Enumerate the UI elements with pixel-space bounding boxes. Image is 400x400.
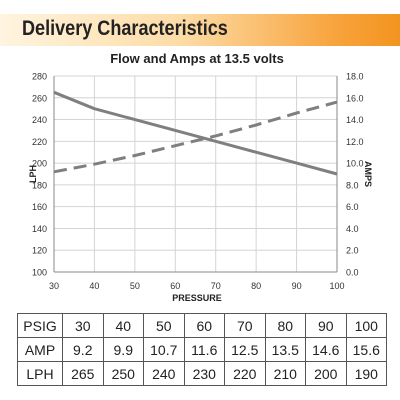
header-bar <box>0 14 400 46</box>
x-tick-label: 80 <box>251 281 261 291</box>
y2-tick-label: 16.0 <box>346 93 364 103</box>
table-cell: 250 <box>102 361 144 386</box>
y2-tick-label: 2.0 <box>346 246 359 256</box>
x-axis-label: PRESSURE <box>172 293 222 303</box>
y-tick-label: 220 <box>32 137 47 147</box>
table-cell: 210 <box>264 361 306 386</box>
page-title: Delivery Characteristics <box>22 17 228 40</box>
table-cell: 15.6 <box>345 337 387 362</box>
y2-tick-label: 12.0 <box>346 137 364 147</box>
data-table: PSIG 30 40 50 60 70 80 90 100 AMP 9.2 9.9 10.7 11.6 12… <box>17 313 387 386</box>
chart: 100 120 140 160 180 200 220 240 260 280 0.0 2.0 4.0 6… <box>28 51 373 303</box>
x-tick-label: 30 <box>49 281 59 291</box>
table-cell: 12.5 <box>224 337 266 362</box>
table-cell: 50 <box>143 313 185 338</box>
table-row: AMP 9.2 9.9 10.7 11.6 12.5 13.5 14.6 15.6 <box>17 337 387 362</box>
y-axis-label: LPH <box>28 165 38 183</box>
table-cell: 190 <box>345 361 387 386</box>
table-cell: 230 <box>183 361 225 386</box>
table-cell: 80 <box>264 313 306 338</box>
y-tick-label: 180 <box>32 180 47 190</box>
table-cell: 90 <box>305 313 347 338</box>
table-cell: 9.9 <box>102 337 144 362</box>
x-tick-label: 50 <box>130 281 140 291</box>
table-cell: 265 <box>62 361 104 386</box>
table-cell: 100 <box>345 313 387 338</box>
y2-tick-label: 10.0 <box>346 159 364 169</box>
y2-tick-label: 4.0 <box>346 224 359 234</box>
y2-tick-label: 8.0 <box>346 180 359 190</box>
x-tick-label: 70 <box>211 281 221 291</box>
table-cell: 11.6 <box>183 337 225 362</box>
x-tick-label: 100 <box>329 281 344 291</box>
x-tick-label: 90 <box>292 281 302 291</box>
table-cell: 14.6 <box>305 337 347 362</box>
y-tick-label: 200 <box>32 159 47 169</box>
y-tick-label: 160 <box>32 202 47 212</box>
table-cell: 9.2 <box>62 337 104 362</box>
x-tick-label: 60 <box>170 281 180 291</box>
row-header: LPH <box>17 361 63 386</box>
x-tick-label: 40 <box>89 281 99 291</box>
row-header: PSIG <box>17 313 63 338</box>
y2-axis-label: AMPS <box>363 161 373 187</box>
flow-series-line <box>53 90 338 176</box>
table-row: PSIG 30 40 50 60 70 80 90 100 <box>17 313 387 338</box>
table-cell: 200 <box>305 361 347 386</box>
y2-tick-label: 0.0 <box>346 268 359 278</box>
y-tick-label: 260 <box>32 93 47 103</box>
y-tick-label: 140 <box>32 224 47 234</box>
table-cell: 30 <box>62 313 104 338</box>
y2-tick-label: 14.0 <box>346 115 364 125</box>
amps-series-line <box>53 100 338 174</box>
table-cell: 220 <box>224 361 266 386</box>
row-header: AMP <box>17 337 63 362</box>
table-cell: 70 <box>224 313 266 338</box>
table-cell: 13.5 <box>264 337 306 362</box>
y-tick-label: 280 <box>32 72 47 82</box>
y2-tick-label: 6.0 <box>346 202 359 212</box>
table-cell: 40 <box>102 313 144 338</box>
y-tick-label: 100 <box>32 268 47 278</box>
y-tick-label: 240 <box>32 115 47 125</box>
y2-tick-label: 18.0 <box>346 72 364 82</box>
table-row: LPH 265 250 240 230 220 210 200 190 <box>17 361 387 386</box>
chart-title: Flow and Amps at 13.5 volts <box>110 51 284 66</box>
y-tick-label: 120 <box>32 246 47 256</box>
table-cell: 240 <box>143 361 185 386</box>
table-cell: 60 <box>183 313 225 338</box>
table-cell: 10.7 <box>143 337 185 362</box>
